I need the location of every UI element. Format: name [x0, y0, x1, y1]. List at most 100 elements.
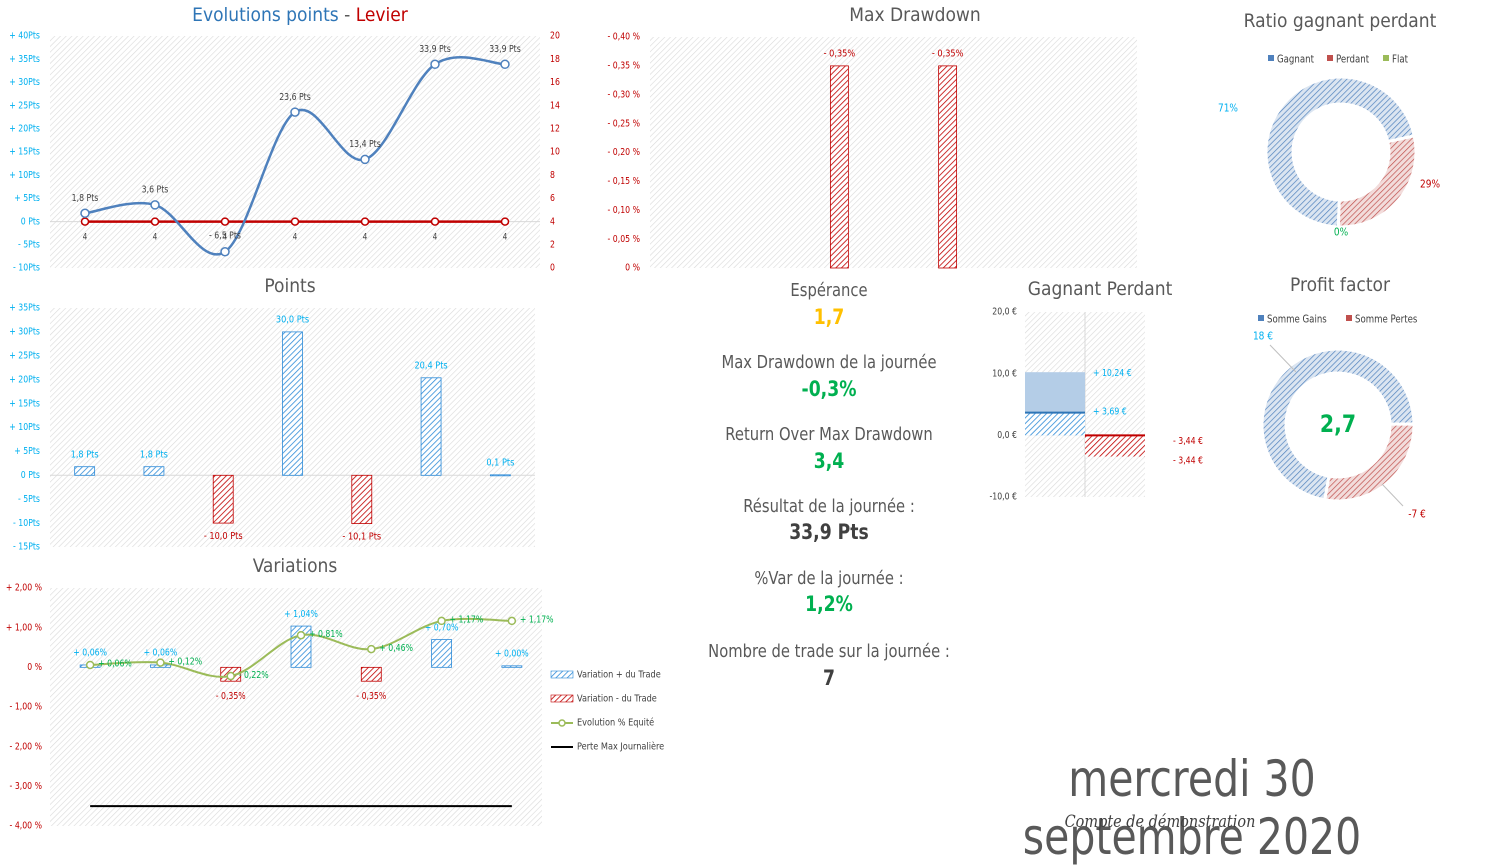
profit-slice — [1260, 347, 1416, 502]
variations-ytick: - 2,00 % — [10, 742, 42, 753]
evolution-points-point — [80, 208, 90, 218]
points-chart-title: Points — [264, 275, 316, 297]
variations-negative-label: - 0,35% — [216, 691, 246, 702]
evolution-points-label: - 6,5 Pts — [209, 231, 241, 242]
drawdown-bar-label: - 0,35% — [932, 49, 964, 60]
drawdown-ytick: - 0,40 % — [608, 32, 640, 43]
account-subtitle: Compte de démonstration — [1064, 812, 1256, 832]
variations-positive-label: + 0,06% — [144, 648, 178, 659]
evolution-plot-area — [50, 36, 540, 268]
variations-equity-label: + 0,06% — [98, 659, 132, 670]
evolution-points-point — [500, 59, 510, 70]
evolution-y2tick: 20 — [550, 31, 560, 42]
variations-legend-equity-marker — [558, 719, 566, 727]
points-bar — [420, 377, 442, 476]
points-bar — [489, 474, 511, 477]
variations-ytick: - 3,00 % — [10, 781, 42, 792]
variations-equity-point — [296, 630, 306, 640]
ratio-legend-swatch — [1327, 55, 1333, 61]
points-bar-label: 20,4 Pts — [414, 361, 447, 372]
profit-center-value: 2,7 — [1320, 410, 1356, 438]
variations-equity-point — [437, 616, 446, 626]
points-ytick: 0 Pts — [21, 470, 41, 481]
variations-equity-point — [507, 616, 517, 626]
variations-positive-label: + 0,06% — [73, 648, 107, 659]
variations-legend-negative-swatch — [550, 694, 574, 703]
ratio-slice-label: 0% — [1334, 227, 1348, 239]
points-bar-label: 0,1 Pts — [486, 458, 514, 469]
evolution-title-levier: Levier — [355, 4, 408, 26]
evolution-points-point — [220, 247, 230, 257]
evolution-points-point — [290, 107, 300, 117]
ratio-legend-label: Perdant — [1336, 54, 1369, 66]
ratio-legend-label: Flat — [1392, 54, 1408, 66]
evolution-points-label: 13,4 Pts — [349, 140, 381, 151]
kpi-return-label: Return Over Max Drawdown — [725, 424, 933, 445]
evolution-levier-label: 4 — [293, 231, 298, 242]
variations-equity-point — [85, 660, 95, 670]
variations-equity-label: + 0,81% — [309, 629, 343, 640]
evolution-y2tick: 0 — [550, 263, 555, 274]
evolution-levier-point — [80, 217, 90, 226]
variations-ytick: - 1,00 % — [10, 702, 42, 713]
drawdown-ytick: - 0,05 % — [608, 234, 640, 245]
profit-legend-label: Somme Gains — [1267, 314, 1327, 326]
drawdown-ytick: - 0,35 % — [608, 61, 640, 72]
evolution-levier-point — [430, 217, 440, 226]
kpi-trades-label: Nombre de trade sur la journée : — [708, 641, 950, 662]
ratio-slice — [1336, 134, 1418, 229]
evolution-levier-point — [360, 217, 370, 226]
evolution-points-point — [150, 200, 160, 210]
variations-ytick: 0 % — [27, 662, 42, 673]
variations-legend-label: Evolution % Equité — [577, 717, 655, 729]
evolution-y2tick: 8 — [550, 170, 555, 181]
variations-equity-point — [156, 658, 165, 667]
evolution-points-label: 23,6 Pts — [279, 92, 311, 103]
points-bar-label: - 10,1 Pts — [342, 532, 381, 543]
evolution-title-separator: - — [338, 4, 356, 26]
evolution-points-label: 1,8 Pts — [72, 193, 99, 204]
evolution-y2tick: 16 — [550, 77, 560, 88]
evolution-y2tick: 4 — [550, 217, 555, 228]
evolution-points-label: 3,6 Pts — [142, 185, 169, 196]
drawdown-bar-label: - 0,35% — [824, 49, 856, 60]
points-ytick: - 5Pts — [18, 494, 40, 505]
variations-legend-label: Perte Max Journalière — [577, 741, 665, 753]
gp-chart-title: Gagnant Perdant — [1027, 278, 1173, 300]
evolution-points-point — [360, 154, 370, 165]
variations-negative-label: - 0,35% — [356, 691, 386, 702]
kpi-esperance-label: Espérance — [790, 280, 868, 301]
variations-positive-label: + 0,00% — [495, 649, 529, 660]
evolution-levier-point — [150, 217, 160, 226]
report-date: mercredi 30 septembre 2020 — [1022, 750, 1362, 866]
points-ytick: - 15Pts — [13, 542, 40, 553]
evolution-levier-point — [500, 217, 510, 226]
points-ytick: - 10Pts — [13, 518, 40, 529]
variations-negative-bar — [360, 666, 382, 682]
evolution-ytick: + 5Pts — [14, 193, 40, 204]
variations-positive-label: + 0,70% — [425, 623, 459, 634]
variations-equity-label: + 1,17% — [450, 615, 484, 626]
points-ytick: + 15Pts — [9, 399, 40, 410]
evolution-y2tick: 14 — [550, 101, 560, 112]
kpi-var-value: 1,2% — [805, 592, 853, 616]
gp-loss-avg-label: - 3,44 € — [1173, 456, 1203, 467]
evolution-ytick: + 25Pts — [9, 101, 40, 112]
variations-positive-bar — [501, 665, 523, 668]
drawdown-bar — [938, 65, 958, 269]
points-ytick: + 35Pts — [9, 303, 40, 314]
points-ytick: + 10Pts — [9, 423, 40, 434]
profit-slice — [1323, 422, 1416, 503]
drawdown-ytick: 0 % — [625, 263, 640, 274]
evolution-levier-label: 4 — [503, 231, 508, 242]
ratio-legend-label: Gagnant — [1277, 54, 1314, 66]
variations-legend-label: Variation + du Trade — [577, 670, 661, 681]
ratio-slice-label: 71% — [1218, 103, 1238, 115]
evolution-ytick: 0 Pts — [21, 217, 41, 228]
kpi-trades-value: 7 — [823, 666, 835, 690]
evolution-levier-label: 4 — [363, 231, 368, 242]
ratio-legend-swatch — [1268, 55, 1274, 61]
points-ytick: + 30Pts — [9, 327, 40, 338]
evolution-levier-point — [220, 217, 230, 226]
